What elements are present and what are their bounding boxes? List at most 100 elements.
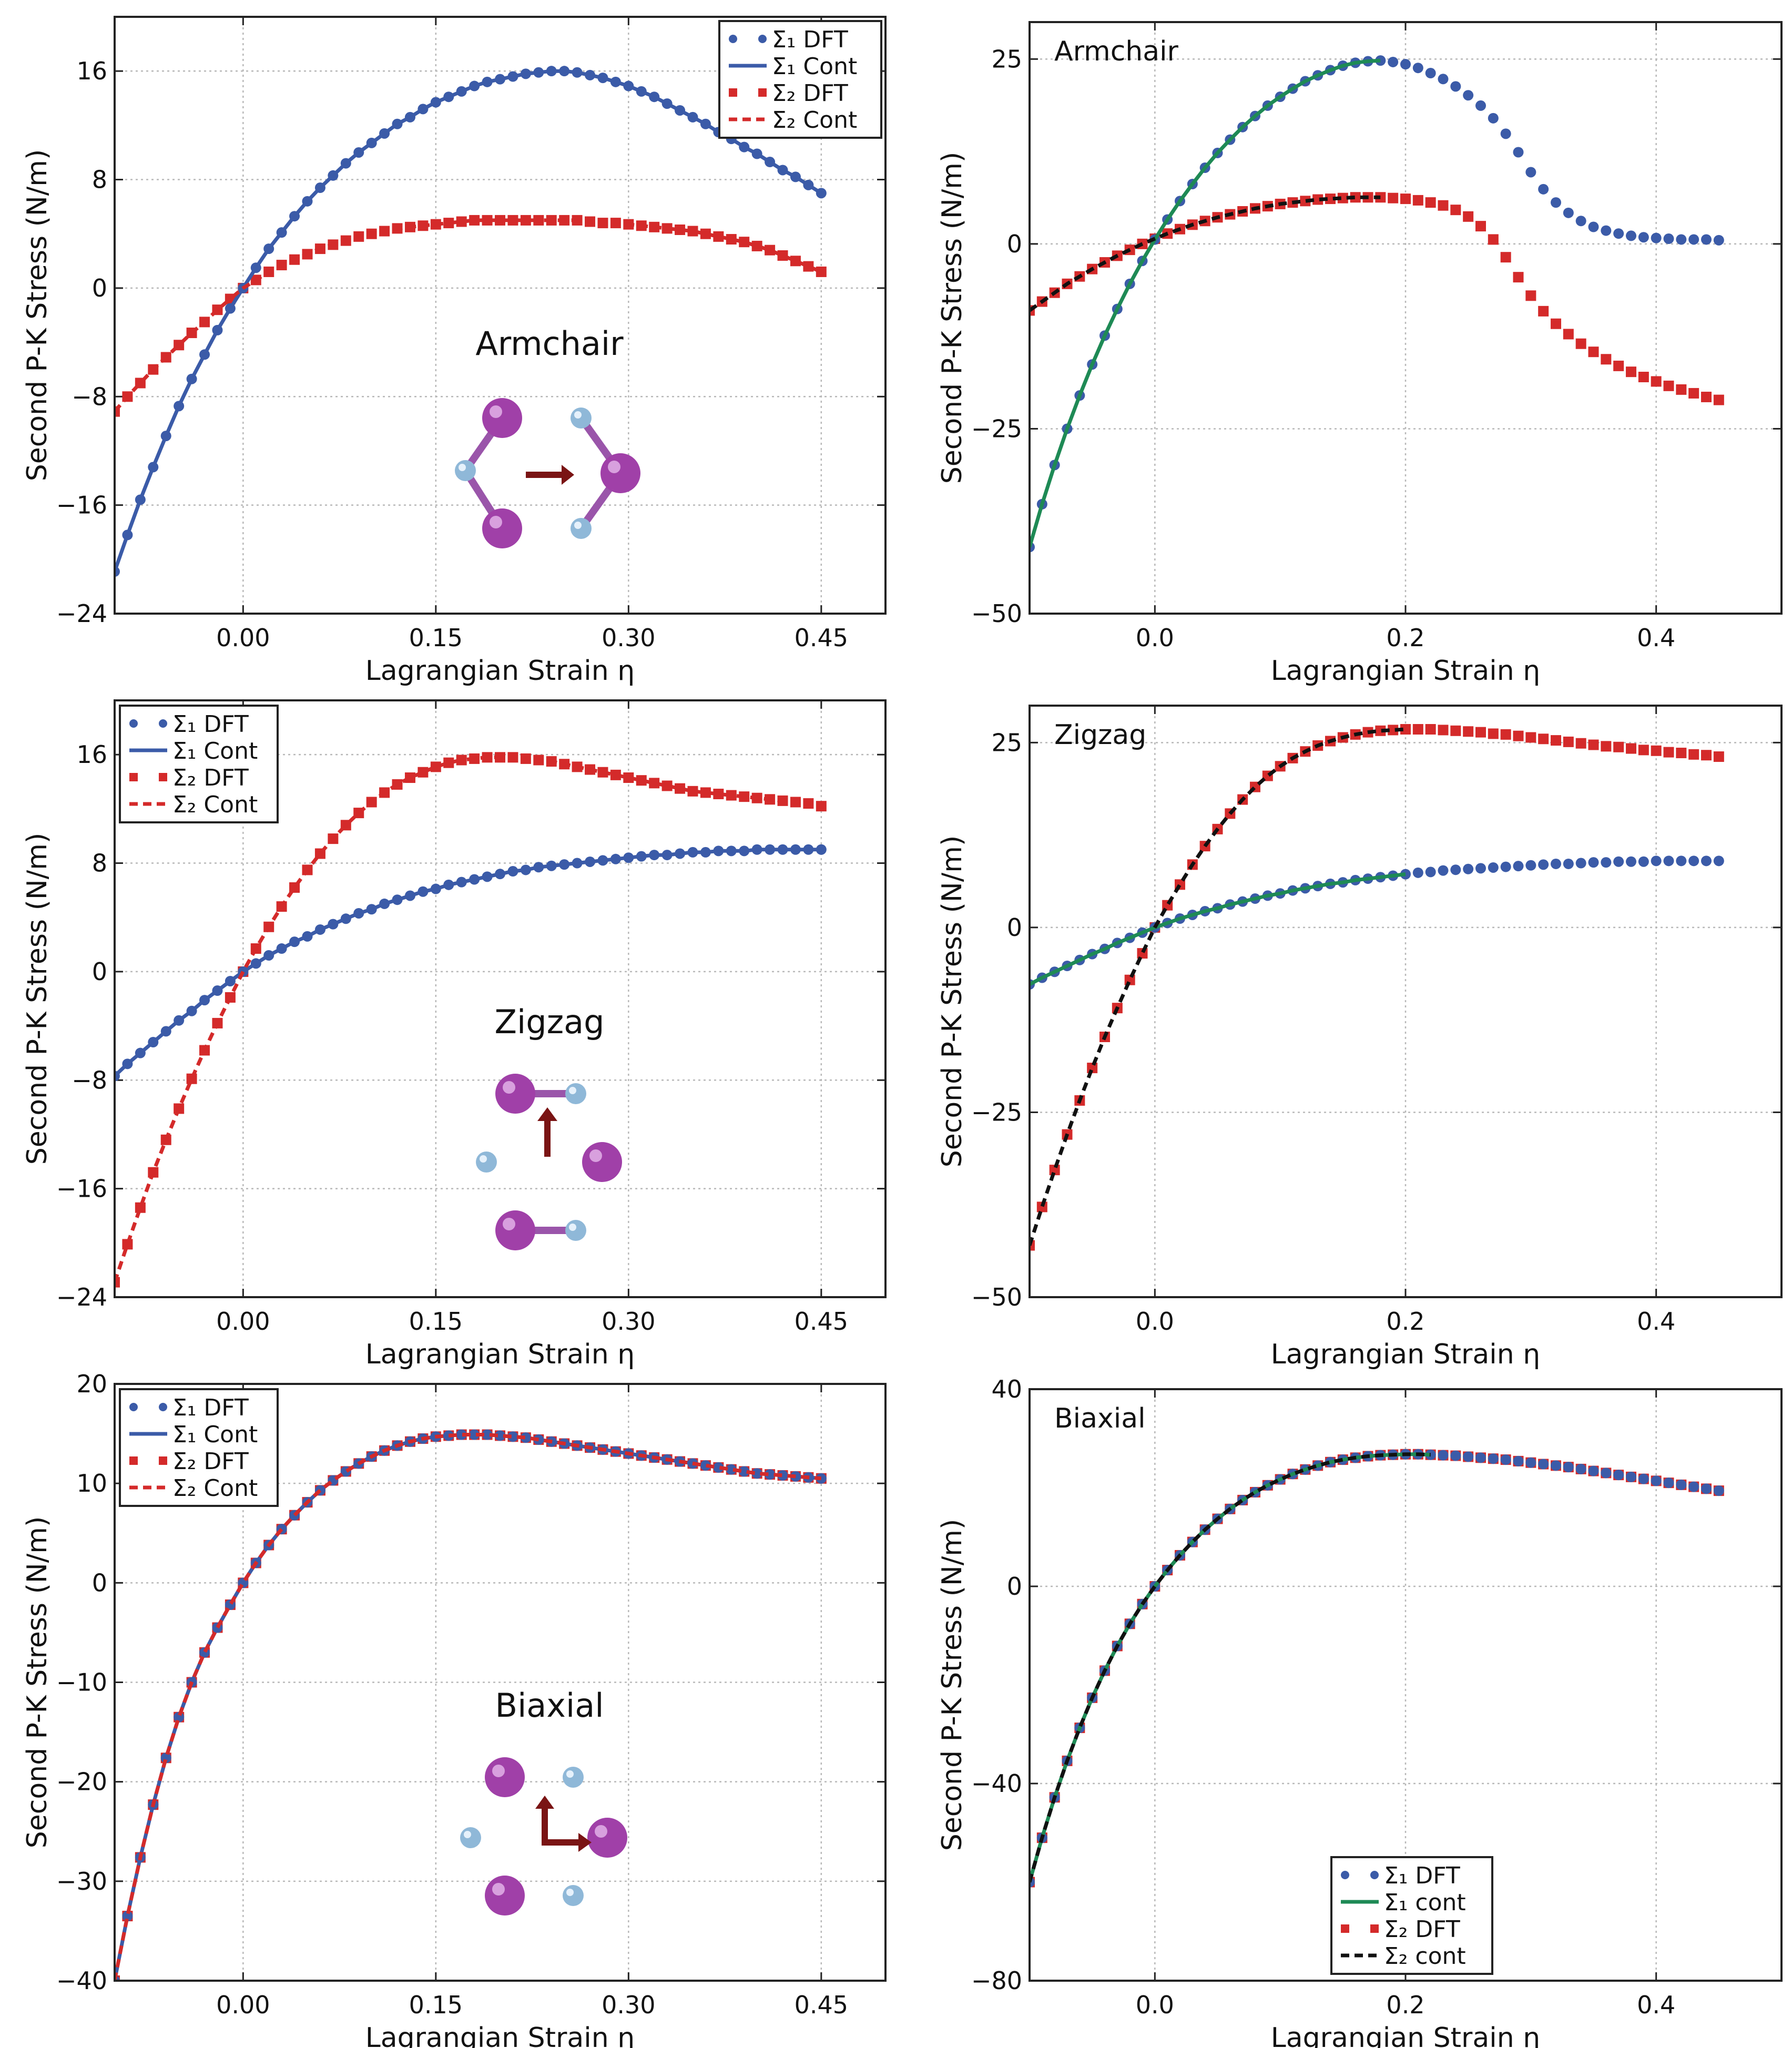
legend-label: Σ₁ DFT [172,1394,249,1421]
data-point [1688,1481,1699,1492]
inset-label: Zigzag [495,1003,605,1041]
phosphorus-atom [485,1757,525,1797]
data-point [1388,192,1399,203]
series-group [115,752,827,1288]
data-point [1713,1485,1724,1496]
y-tick-label: −8 [72,382,107,411]
data-point [1651,232,1662,243]
legend-marker [129,719,138,728]
data-point [1463,211,1474,222]
data-point [1701,750,1712,761]
ticks: 0.00 0.15 0.30 0.45 −24 −16 −8 0 8 16 [56,700,885,1336]
data-point [1412,195,1423,206]
data-point [1425,68,1436,79]
data-point [1626,1471,1636,1482]
series-line [115,69,822,573]
series-line [1030,1452,1431,1883]
inset-label: Zigzag [1054,719,1146,751]
data-point [1538,733,1549,745]
legend-marker [159,1456,167,1465]
atom-highlight [608,461,620,473]
data-point [1375,192,1386,203]
atom-highlight [595,1825,607,1838]
legend-label: Σ₁ DFT [172,711,249,738]
data-point [661,780,673,791]
data-point [816,1473,827,1484]
plot-frame [1029,21,1783,615]
data-point [1438,200,1449,211]
data-point [1651,1475,1662,1486]
phosphorus-atom [485,1876,525,1915]
small-atom [460,1827,481,1848]
data-point [1450,205,1461,216]
data-point [1626,230,1636,241]
data-point [1638,232,1649,243]
ticks: 0.0 0.2 0.4 −50 −25 0 25 [971,22,1781,652]
ticks: 0.00 0.15 0.30 0.45 −40 −30 −20 −10 0 10 20 [56,1370,885,2019]
data-point [1676,384,1687,395]
data-point [649,778,660,789]
data-point [1412,867,1423,878]
data-point [1538,859,1549,870]
x-axis-label: Lagrangian Strain η [365,2022,635,2048]
data-point [1475,1452,1486,1463]
x-tick-label: 0.15 [409,624,463,652]
data-point [1701,1483,1712,1494]
data-point [1438,74,1449,85]
data-point [1676,234,1687,245]
legend-marker [729,88,737,97]
data-point [1563,1462,1574,1473]
series-line [1030,727,1406,1246]
data-point [687,786,698,797]
data-point [1438,725,1449,736]
legend-marker [758,35,767,43]
data-point [1688,234,1699,245]
y-tick-label: −50 [971,1283,1022,1311]
data-point [1412,63,1423,74]
series-line [115,218,822,413]
x-axis-label: Lagrangian Strain η [1271,655,1540,687]
data-point [1575,858,1586,869]
y-tick-label: 0 [92,274,107,302]
data-point [1388,725,1399,736]
y-tick-label: 25 [991,45,1022,73]
data-point [1425,197,1436,208]
legend-label: Σ₁ Cont [172,738,258,765]
legend-marker [729,35,737,43]
data-point [1375,725,1386,736]
atom-highlight [480,1155,487,1163]
data-point [1500,1454,1511,1465]
x-tick-label: 0.4 [1637,624,1675,652]
data-point [1575,338,1586,349]
x-tick-label: 0.00 [216,1991,270,2019]
legend-label: Σ₂ DFT [172,765,249,791]
data-point [1500,128,1511,139]
legend-label: Σ₁ Cont [172,1421,258,1448]
data-point [1588,347,1599,358]
legend-marker [159,773,167,781]
data-point [1713,855,1724,867]
y-axis-label: Second P-K Stress (N/m) [22,833,53,1165]
y-tick-label: 0 [1007,913,1022,942]
data-point [1613,360,1624,371]
x-tick-label: 0.4 [1637,1991,1675,2019]
data-point [1575,216,1586,227]
data-point [1488,1453,1499,1464]
x-tick-label: 0.4 [1637,1307,1675,1336]
y-tick-label: 0 [1007,230,1022,258]
legend-label: Σ₂ Cont [172,791,258,818]
legend-marker [159,1403,167,1411]
data-point [1388,56,1399,67]
x-tick-label: 0.30 [602,624,655,652]
data-point [623,772,634,783]
series-line [1030,58,1381,548]
legend-marker [1341,1924,1349,1933]
data-point [1538,1459,1549,1470]
data-point [1601,225,1612,236]
arrow-icon [535,1796,592,1852]
inset-label: Biaxial [495,1686,604,1725]
small-atom [476,1152,497,1173]
y-tick-label: −16 [56,1175,107,1203]
